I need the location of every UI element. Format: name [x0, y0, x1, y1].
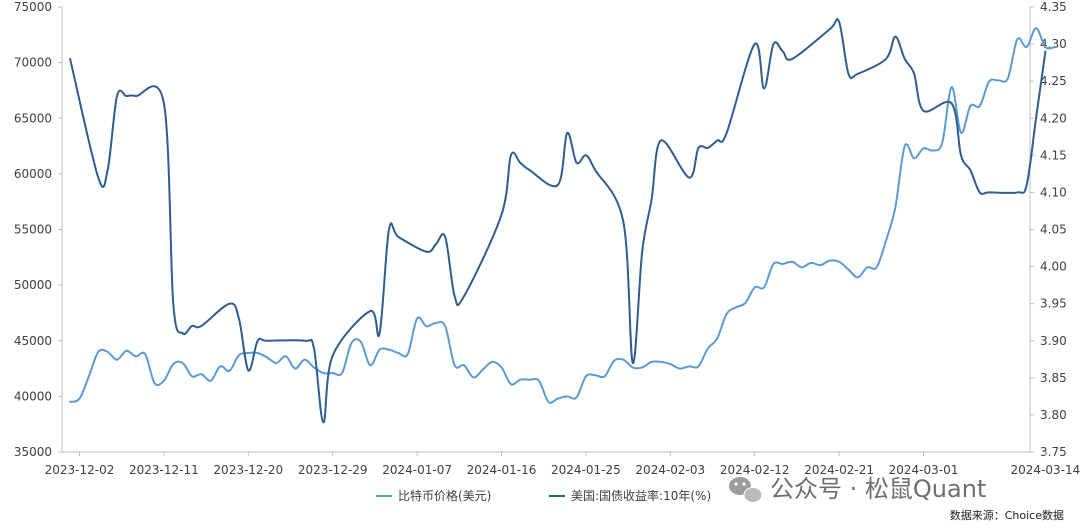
x-tick-label: 2024-03-14 — [1011, 463, 1080, 477]
x-tick-label: 2024-01-16 — [467, 463, 537, 477]
x-axis-ticks: 2023-12-02 2023-12-11 2023-12-20 2023-12-29… — [45, 452, 1080, 477]
legend-label-treasury: 美国:国债收益率:10年(%) — [571, 488, 711, 503]
watermark-text: 公众号 · 松鼠Quant — [770, 475, 986, 503]
series-line-bitcoin — [69, 27, 1056, 404]
legend: 比特币价格(美元) 美国:国债收益率:10年(%) — [376, 488, 711, 503]
right-tick-label: 4.20 — [1040, 111, 1067, 125]
x-tick-label: 2023-12-20 — [213, 463, 283, 477]
right-tick-label: 3.80 — [1040, 408, 1067, 422]
x-tick-label: 2024-02-03 — [635, 463, 705, 477]
series-layer — [69, 17, 1056, 424]
series-line-treasury-10y — [69, 17, 1047, 424]
left-tick-label: 75000 — [14, 0, 52, 14]
right-tick-label: 4.35 — [1040, 0, 1067, 14]
right-tick-label: 3.75 — [1040, 445, 1067, 459]
left-tick-label: 70000 — [14, 56, 52, 70]
x-tick-label: 2023-12-11 — [129, 463, 199, 477]
right-tick-label: 4.25 — [1040, 74, 1067, 88]
left-tick-label: 40000 — [14, 389, 52, 403]
source-note: 数据来源：Choice数据 — [950, 508, 1064, 522]
x-tick-label: 2023-12-29 — [298, 463, 368, 477]
left-tick-label: 35000 — [14, 445, 52, 459]
watermark: 公众号 · 松鼠Quant — [729, 475, 986, 503]
x-tick-label: 2024-01-07 — [382, 463, 452, 477]
right-tick-label: 4.10 — [1040, 185, 1067, 199]
left-tick-label: 45000 — [14, 334, 52, 348]
right-tick-label: 3.85 — [1040, 371, 1067, 385]
wechat-icon — [729, 477, 763, 503]
legend-item-bitcoin: 比特币价格(美元) — [376, 488, 491, 503]
right-tick-label: 4.00 — [1040, 260, 1067, 274]
left-tick-label: 55000 — [14, 223, 52, 237]
legend-item-treasury: 美国:国债收益率:10年(%) — [549, 488, 711, 503]
right-tick-label: 4.15 — [1040, 148, 1067, 162]
x-tick-label: 2024-03-01 — [889, 463, 959, 477]
x-tick-label: 2024-02-12 — [720, 463, 790, 477]
x-tick-label: 2024-02-21 — [804, 463, 874, 477]
legend-label-bitcoin: 比特币价格(美元) — [398, 488, 491, 503]
x-tick-label: 2024-01-25 — [551, 463, 621, 477]
right-tick-label: 3.95 — [1040, 297, 1067, 311]
left-tick-label: 65000 — [14, 111, 52, 125]
right-tick-label: 3.90 — [1040, 334, 1067, 348]
axes — [61, 7, 1031, 453]
left-tick-label: 60000 — [14, 167, 52, 181]
right-tick-label: 4.05 — [1040, 223, 1067, 237]
x-tick-label: 2023-12-02 — [45, 463, 115, 477]
left-axis-ticks: 35000 40000 45000 50000 55000 60000 65000 70000… — [14, 0, 62, 459]
right-axis-ticks: 3.75 3.80 3.85 3.90 3.95 4.00 4.05 4.10 4.15 4.20… — [1030, 0, 1067, 459]
left-tick-label: 50000 — [14, 278, 52, 292]
